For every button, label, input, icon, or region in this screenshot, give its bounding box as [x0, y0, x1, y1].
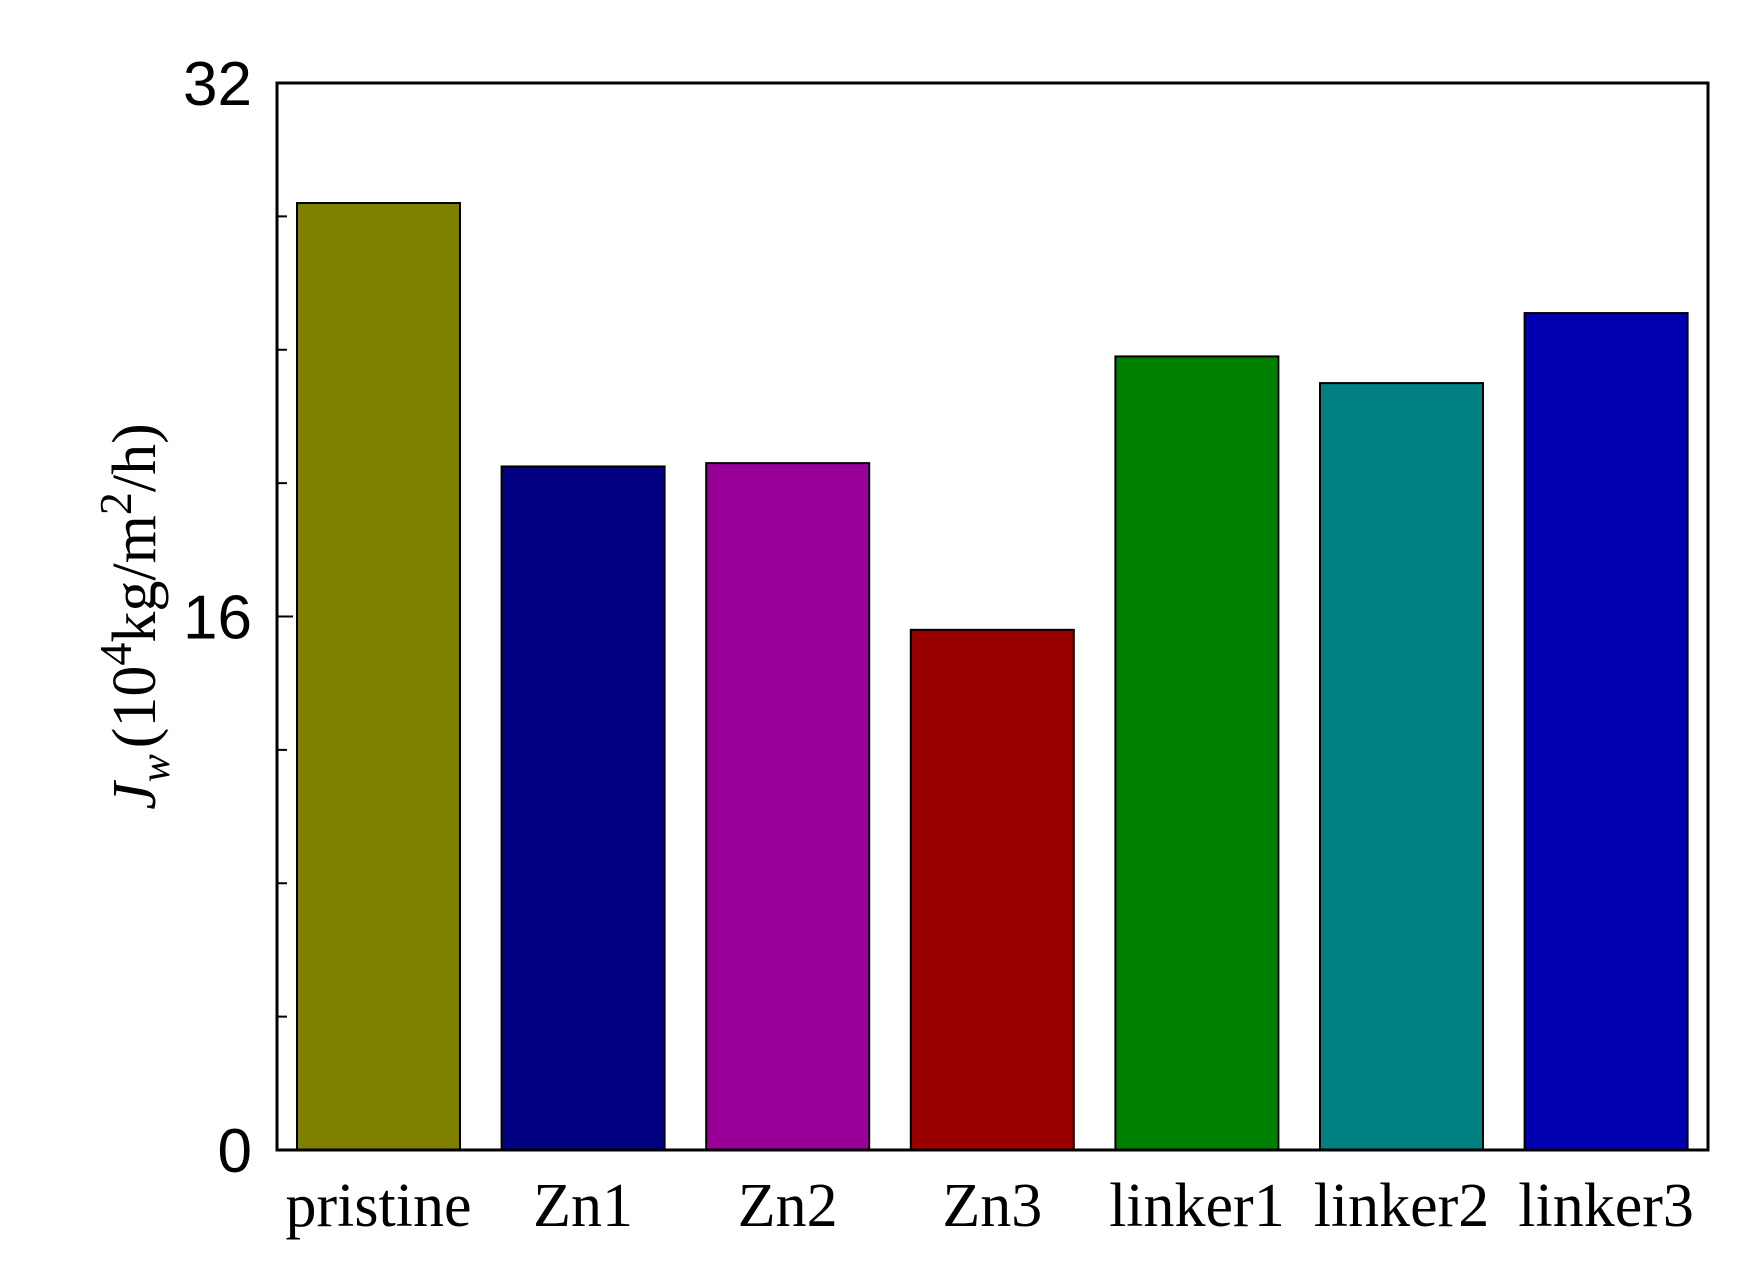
- x-tick-label: Zn2: [738, 1172, 838, 1240]
- x-tick-label: linker3: [1518, 1172, 1694, 1240]
- bar-linker2: [1319, 382, 1484, 1151]
- bars-layer: [296, 202, 1689, 1152]
- y-label-subscript: w: [133, 754, 179, 782]
- y-tick-label: 0: [218, 1117, 252, 1186]
- x-tick-label: Zn1: [533, 1172, 633, 1240]
- x-tick-label: linker2: [1314, 1172, 1490, 1240]
- x-tick-label: Zn3: [942, 1172, 1042, 1240]
- y-label-symbol: J: [101, 780, 169, 810]
- y-tick-label: 32: [183, 50, 252, 119]
- y-axis-label: Jw (104kg/m2/h): [90, 423, 179, 810]
- y-tick-label: 16: [183, 584, 252, 653]
- bar-linker3: [1523, 312, 1689, 1151]
- bar-Zn3: [909, 628, 1075, 1151]
- x-tick-label: pristine: [286, 1172, 472, 1240]
- x-axis: pristine Zn1 Zn2 Zn3 linker1 linker2 linker3: [286, 1172, 1694, 1240]
- y-label-sup2: 2: [90, 492, 141, 515]
- x-tick-label: linker1: [1109, 1172, 1285, 1240]
- bar-Zn2: [705, 462, 871, 1151]
- y-axis: 0 16 32: [183, 50, 293, 1186]
- y-label-mid: kg/m: [101, 515, 169, 642]
- y-label-open: (10: [101, 666, 169, 749]
- bar-Zn1: [500, 465, 666, 1151]
- bar-linker1: [1114, 355, 1280, 1151]
- bar-pristine: [296, 202, 461, 1152]
- y-label-close: /h): [101, 423, 169, 492]
- y-label-sup1: 4: [90, 643, 141, 666]
